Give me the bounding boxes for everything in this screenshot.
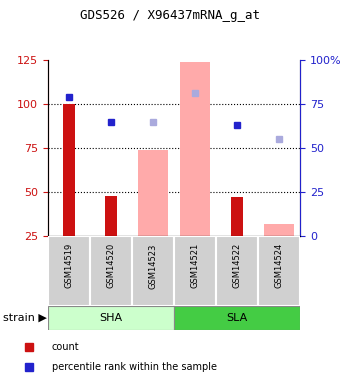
Bar: [90, 236, 132, 306]
Bar: [180, 62, 210, 236]
Text: GSM14524: GSM14524: [275, 243, 284, 288]
Bar: [174, 236, 216, 306]
Bar: [231, 198, 243, 236]
Text: SHA: SHA: [99, 313, 122, 323]
Bar: [174, 306, 300, 330]
Bar: [173, 236, 175, 306]
Text: GSM14523: GSM14523: [148, 243, 158, 289]
Text: strain ▶: strain ▶: [3, 313, 47, 323]
Text: GSM14521: GSM14521: [190, 243, 199, 288]
Bar: [258, 236, 300, 306]
Text: count: count: [52, 342, 79, 352]
Bar: [132, 236, 174, 306]
Text: GSM14520: GSM14520: [106, 243, 115, 288]
Bar: [264, 224, 294, 236]
Text: GSM14522: GSM14522: [233, 243, 241, 288]
Bar: [105, 196, 117, 236]
Bar: [63, 104, 75, 236]
Text: GSM14519: GSM14519: [64, 243, 73, 288]
Text: GDS526 / X96437mRNA_g_at: GDS526 / X96437mRNA_g_at: [80, 9, 261, 22]
Bar: [48, 236, 90, 306]
Text: SLA: SLA: [226, 313, 248, 323]
Bar: [138, 150, 167, 236]
Bar: [216, 236, 258, 306]
Text: percentile rank within the sample: percentile rank within the sample: [52, 362, 217, 372]
Bar: [48, 306, 174, 330]
